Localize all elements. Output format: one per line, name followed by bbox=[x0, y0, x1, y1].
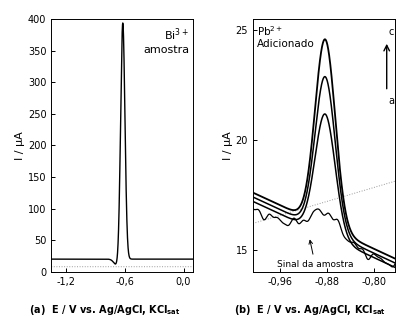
Y-axis label: I / μA: I / μA bbox=[222, 131, 232, 160]
Text: c: c bbox=[388, 27, 393, 37]
Text: Pb$^{2+}$
Adicionado: Pb$^{2+}$ Adicionado bbox=[256, 24, 314, 50]
Text: Bi$^{3+}$
amostra: Bi$^{3+}$ amostra bbox=[143, 27, 189, 55]
Text: a: a bbox=[388, 96, 393, 106]
Y-axis label: I / μA: I / μA bbox=[15, 131, 25, 160]
Text: Sinal da amostra: Sinal da amostra bbox=[276, 240, 353, 269]
Text: (b)  E / V vs. Ag/AgCl, KCl$_\mathregular{sat}$: (b) E / V vs. Ag/AgCl, KCl$_\mathregular… bbox=[233, 303, 384, 316]
Text: (a)  E / V vs. Ag/AgCl, KCl$_\mathregular{sat}$: (a) E / V vs. Ag/AgCl, KCl$_\mathregular… bbox=[29, 303, 180, 316]
